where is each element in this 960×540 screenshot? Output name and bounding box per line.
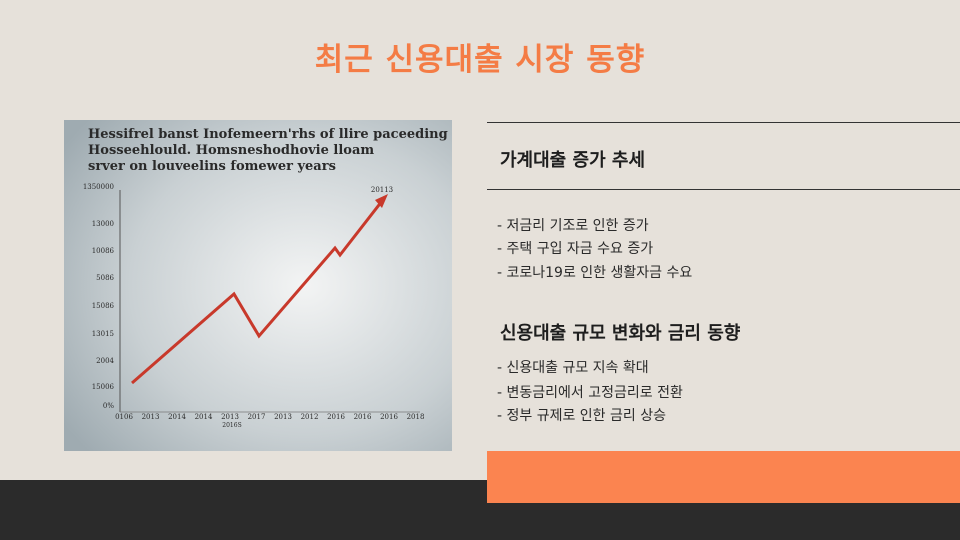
end-label: 20113 bbox=[371, 186, 393, 194]
y-label: 0% bbox=[103, 402, 114, 410]
bullet: - 신용대출 규모 지속 확대 bbox=[497, 360, 649, 376]
section-heading: 가계대출 증가 추세 bbox=[500, 150, 646, 171]
bullet: - 변동금리에서 고정금리로 전환 bbox=[497, 385, 683, 401]
x-label: 2016 bbox=[327, 413, 345, 421]
y-label: 2004 bbox=[96, 357, 114, 365]
accent-block bbox=[487, 451, 960, 503]
x-label: 2012 bbox=[301, 413, 319, 421]
bullet: - 주택 구입 자금 수요 증가 bbox=[497, 241, 654, 257]
x-label: 2013 bbox=[221, 413, 239, 421]
y-label: 10086 bbox=[92, 247, 115, 255]
x-label: 0106 bbox=[115, 413, 133, 421]
x-label: 2018 bbox=[407, 413, 425, 421]
y-label: 1350000 bbox=[83, 183, 114, 191]
section-heading: 신용대출 규모 변화와 금리 동향 bbox=[500, 323, 741, 344]
y-label: 13000 bbox=[92, 220, 114, 228]
image-caption: Hessifrel banst Inofemeern'rhs of llire … bbox=[88, 127, 448, 142]
chart-image: Hessifrel banst Inofemeern'rhs of llire … bbox=[64, 120, 452, 451]
x-label: 2013 bbox=[274, 413, 292, 421]
divider bbox=[487, 189, 960, 190]
bullet: - 코로나19로 인한 생활자금 수요 bbox=[497, 265, 693, 281]
divider bbox=[487, 122, 960, 123]
x-label: 2017 bbox=[248, 413, 266, 421]
x-label: 2013 bbox=[142, 413, 160, 421]
x-label: 2016 bbox=[380, 413, 398, 421]
x-label: 2014 bbox=[168, 413, 186, 421]
bullet: - 저금리 기조로 인한 증가 bbox=[497, 218, 649, 234]
x-label: 2014 bbox=[195, 413, 213, 421]
image-caption: srver on louveelins fomewer years bbox=[88, 159, 336, 174]
x-label: 2016 bbox=[354, 413, 372, 421]
arrow-head bbox=[375, 194, 388, 208]
y-label: 5086 bbox=[96, 274, 114, 282]
y-label: 15086 bbox=[92, 302, 115, 310]
image-background bbox=[64, 120, 452, 451]
y-label: 15006 bbox=[92, 383, 115, 391]
image-caption: Hosseehlould. Homsneshodhovie lloam bbox=[88, 143, 374, 158]
bullet: - 정부 규제로 인한 금리 상승 bbox=[497, 408, 666, 424]
trend-line bbox=[131, 200, 384, 385]
y-label: 13015 bbox=[92, 330, 114, 338]
x-title: 2016S bbox=[222, 422, 241, 429]
slide-title: 최근 신용대출 시장 동향 bbox=[314, 42, 646, 78]
